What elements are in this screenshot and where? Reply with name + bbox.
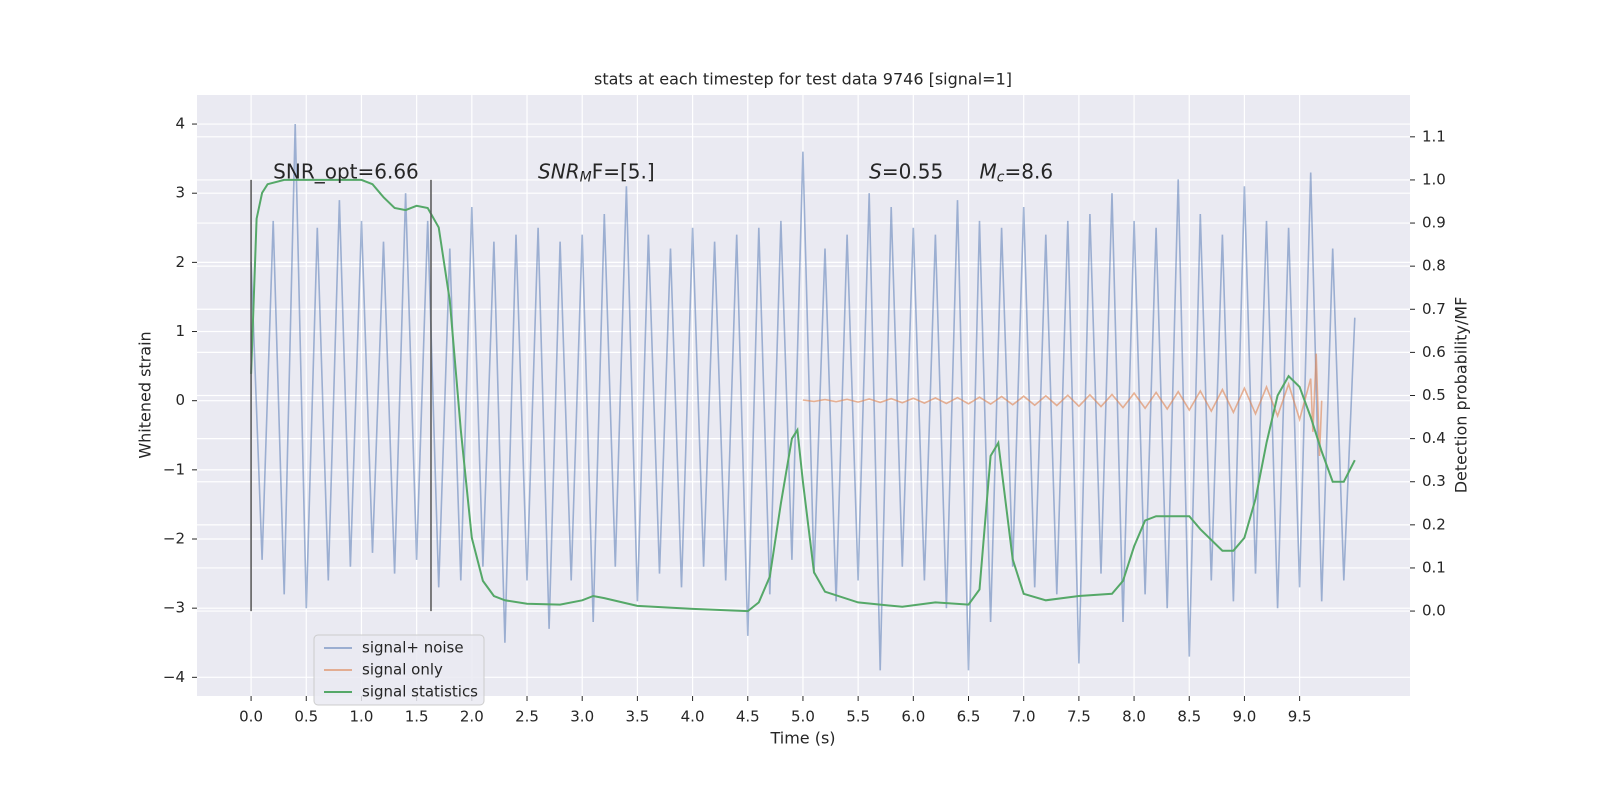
- y2-axis-label: Detection probability/MF: [1452, 297, 1471, 494]
- x-tick-label: 0.5: [294, 708, 318, 726]
- x-tick-label: 9.0: [1233, 708, 1257, 726]
- annotation: SNRMF=[5.]: [538, 159, 655, 186]
- x-tick-label: 7.0: [1012, 708, 1036, 726]
- y-tick-label: −4: [163, 668, 185, 686]
- y-tick-label: −1: [163, 460, 185, 478]
- x-tick-label: 5.0: [791, 708, 815, 726]
- annotation: SNR_opt=6.66: [273, 159, 419, 183]
- y-tick-label: 1: [175, 322, 185, 340]
- y2-tick-label: 1.1: [1422, 127, 1446, 145]
- y-tick-label: 3: [175, 184, 185, 202]
- x-tick-label: 2.5: [515, 708, 539, 726]
- annotation-rest: =8.6: [1005, 159, 1054, 183]
- annotation-subscript: M: [580, 169, 592, 185]
- x-tick-label: 1.0: [350, 708, 374, 726]
- x-tick-label: 4.5: [736, 708, 760, 726]
- annotation-text: S: [869, 159, 882, 183]
- legend-label: signal statistics: [362, 683, 478, 701]
- x-axis-label: Time (s): [769, 729, 835, 748]
- x-tick-label: 6.5: [957, 708, 981, 726]
- y2-tick-label: 0.4: [1422, 429, 1446, 447]
- y2-tick-label: 0.5: [1422, 386, 1446, 404]
- labels: 0.0 0.5 1.0 1.5 2.0 2.5 3.0 3.5 4.0 4.5 5.0 5.5 6.0 6…: [163, 115, 1446, 726]
- annotation-text: SNR: [538, 159, 580, 183]
- y-tick-label: −3: [163, 599, 185, 617]
- annotation-rest: =0.55: [882, 159, 943, 183]
- x-tick-label: 7.5: [1067, 708, 1091, 726]
- x-tick-label: 6.0: [901, 708, 925, 726]
- y2-tick-label: 0.8: [1422, 257, 1446, 275]
- series-line: [802, 353, 1323, 457]
- annotation-subscript: c: [997, 169, 1005, 185]
- y2-tick-label: 0.6: [1422, 343, 1446, 361]
- annotation: Mc=8.6: [980, 159, 1054, 186]
- x-tick-label: 4.0: [681, 708, 705, 726]
- marks: [250, 123, 1356, 671]
- y-tick-label: −2: [163, 530, 185, 548]
- annotation-text: SNR_opt=6.66: [273, 159, 419, 183]
- y2-tick-label: 0.1: [1422, 558, 1446, 576]
- x-tick-label: 2.0: [460, 708, 484, 726]
- y2-tick-label: 0.9: [1422, 214, 1446, 232]
- x-tick-label: 3.0: [570, 708, 594, 726]
- x-tick-label: 9.5: [1288, 708, 1312, 726]
- annotation-text: M: [980, 159, 997, 183]
- y-tick-label: 0: [175, 391, 185, 409]
- y-tick-label: 4: [175, 115, 185, 133]
- y2-tick-label: 1.0: [1422, 170, 1446, 188]
- annotation: S=0.55: [869, 159, 943, 183]
- x-tick-label: 3.5: [625, 708, 649, 726]
- series-line: [250, 123, 1356, 671]
- y-tick-label: 2: [175, 253, 185, 271]
- x-tick-label: 1.5: [405, 708, 429, 726]
- chart-title: stats at each timestep for test data 974…: [594, 70, 1012, 89]
- grid: [197, 95, 1410, 696]
- y-axis-label: Whitened strain: [136, 331, 155, 458]
- legend-box: [313, 634, 485, 706]
- y2-tick-label: 0.3: [1422, 472, 1446, 490]
- legend-label: signal+ noise: [362, 639, 464, 657]
- x-tick-label: 8.5: [1177, 708, 1201, 726]
- legend-label: signal only: [362, 661, 443, 679]
- annotation-rest: F=[5.]: [592, 159, 655, 183]
- y2-tick-label: 0.0: [1422, 602, 1446, 620]
- series-line: [250, 178, 1356, 613]
- x-tick-label: 5.5: [846, 708, 870, 726]
- x-tick-label: 0.0: [239, 708, 263, 726]
- y2-tick-label: 0.2: [1422, 515, 1446, 533]
- y2-tick-label: 0.7: [1422, 300, 1446, 318]
- x-tick-label: 8.0: [1122, 708, 1146, 726]
